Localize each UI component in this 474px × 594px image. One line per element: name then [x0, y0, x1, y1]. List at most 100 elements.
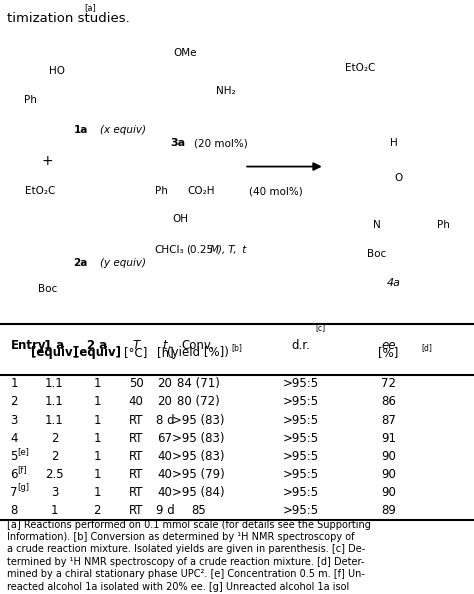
Text: >95:5: >95:5: [283, 504, 319, 517]
Text: N: N: [373, 220, 381, 230]
Text: 72: 72: [381, 377, 396, 390]
Text: 6: 6: [10, 468, 18, 481]
Text: CHCl₃: CHCl₃: [154, 245, 184, 254]
Text: >95:5: >95:5: [283, 486, 319, 499]
Text: Ph: Ph: [155, 187, 168, 196]
Text: 40: 40: [157, 486, 173, 499]
Text: >95 (83): >95 (83): [172, 450, 224, 463]
Text: 1: 1: [93, 377, 101, 390]
Text: [equiv]: [equiv]: [73, 346, 121, 359]
Text: 2a: 2a: [73, 258, 88, 268]
Text: >95 (79): >95 (79): [172, 468, 225, 481]
Text: 80 (72): 80 (72): [177, 396, 219, 409]
Text: 67: 67: [157, 432, 173, 445]
Text: >95 (83): >95 (83): [172, 413, 224, 426]
Text: Ph: Ph: [24, 94, 37, 105]
Text: (0.25: (0.25: [186, 245, 213, 254]
Text: (40 mol%): (40 mol%): [249, 187, 302, 196]
Text: termined by ¹H NMR spectroscopy of a crude reaction mixture. [d] Deter-: termined by ¹H NMR spectroscopy of a cru…: [7, 557, 365, 567]
Text: a crude reaction mixture. Isolated yields are given in parenthesis. [c] De-: a crude reaction mixture. Isolated yield…: [7, 545, 365, 555]
Text: [g]: [g]: [18, 483, 29, 492]
Text: >95 (83): >95 (83): [172, 432, 224, 445]
Text: >95:5: >95:5: [283, 413, 319, 426]
Text: 3a: 3a: [171, 138, 186, 148]
Text: 3: 3: [10, 413, 18, 426]
Text: RT: RT: [129, 432, 143, 445]
Text: (x equiv): (x equiv): [100, 125, 146, 135]
Text: Boc: Boc: [367, 249, 386, 259]
Text: >95:5: >95:5: [283, 432, 319, 445]
Text: 1: 1: [93, 468, 101, 481]
Text: 1 a: 1 a: [45, 339, 64, 352]
Text: Boc: Boc: [38, 284, 57, 294]
Text: [a]: [a]: [84, 3, 96, 12]
Text: t: t: [239, 245, 246, 254]
Text: 1.1: 1.1: [45, 377, 64, 390]
Text: 1: 1: [51, 504, 58, 517]
Text: 1a: 1a: [73, 125, 88, 135]
Text: [c]: [c]: [315, 324, 325, 333]
Text: 2: 2: [51, 450, 58, 463]
Text: [%]: [%]: [379, 346, 399, 359]
Text: 84 (71): 84 (71): [177, 377, 219, 390]
Text: >95:5: >95:5: [283, 396, 319, 409]
Text: [h]: [h]: [156, 346, 173, 359]
Text: [f]: [f]: [18, 465, 27, 474]
Text: 90: 90: [381, 468, 396, 481]
Text: 91: 91: [381, 432, 396, 445]
Text: Ph: Ph: [437, 220, 450, 230]
Text: 5: 5: [10, 450, 18, 463]
Text: ee: ee: [382, 339, 396, 352]
Text: 86: 86: [381, 396, 396, 409]
Text: 40: 40: [128, 396, 144, 409]
Text: [equiv]: [equiv]: [31, 346, 78, 359]
Text: T: T: [132, 339, 140, 352]
Text: 40: 40: [157, 450, 173, 463]
Text: 4a: 4a: [386, 278, 401, 288]
Text: EtO₂C: EtO₂C: [25, 187, 55, 196]
Text: 7: 7: [10, 486, 18, 499]
Text: H: H: [390, 138, 397, 148]
Text: Information). [b] Conversion as determined by ¹H NMR spectroscopy of: Information). [b] Conversion as determin…: [7, 532, 355, 542]
Text: reacted alcohol 1a isolated with 20% ee. [g] Unreacted alcohol 1a isol: reacted alcohol 1a isolated with 20% ee.…: [7, 582, 349, 592]
Text: 4: 4: [10, 432, 18, 445]
Text: [°C]: [°C]: [124, 346, 148, 359]
Text: Conv.: Conv.: [182, 339, 215, 352]
Text: 1: 1: [93, 413, 101, 426]
Text: (y equiv): (y equiv): [100, 258, 146, 268]
Text: HO: HO: [49, 65, 65, 75]
Text: >95:5: >95:5: [283, 468, 319, 481]
Text: RT: RT: [129, 468, 143, 481]
Text: 1: 1: [93, 432, 101, 445]
Text: CO₂H: CO₂H: [187, 187, 215, 196]
Text: 40: 40: [157, 468, 173, 481]
Text: d.r.: d.r.: [292, 339, 310, 352]
Text: 87: 87: [381, 413, 396, 426]
Text: T,: T,: [225, 245, 237, 254]
Text: 90: 90: [381, 486, 396, 499]
Text: OMe: OMe: [173, 48, 197, 58]
Text: t: t: [163, 339, 167, 352]
Text: RT: RT: [129, 450, 143, 463]
Text: 1: 1: [93, 396, 101, 409]
Text: >95:5: >95:5: [283, 377, 319, 390]
Text: (yield [%]): (yield [%]): [167, 346, 229, 359]
Text: 20: 20: [157, 396, 173, 409]
Text: 2: 2: [10, 396, 18, 409]
Text: [a] Reactions performed on 0.1 mmol scale (for details see the Supporting: [a] Reactions performed on 0.1 mmol scal…: [7, 520, 371, 530]
Text: 1: 1: [10, 377, 18, 390]
Text: 8 d: 8 d: [155, 413, 174, 426]
Text: Entry: Entry: [10, 339, 46, 352]
Text: 1: 1: [93, 450, 101, 463]
Text: M),: M),: [210, 245, 226, 254]
Text: 1.1: 1.1: [45, 396, 64, 409]
Text: 9 d: 9 d: [155, 504, 174, 517]
Text: NH₂: NH₂: [216, 86, 235, 96]
Text: timization studies.: timization studies.: [7, 12, 130, 26]
Text: (20 mol%): (20 mol%): [194, 138, 248, 148]
Text: RT: RT: [129, 486, 143, 499]
Text: 1: 1: [93, 486, 101, 499]
Text: 1.1: 1.1: [45, 413, 64, 426]
Text: OH: OH: [172, 214, 188, 224]
Text: [d]: [d]: [422, 343, 433, 352]
